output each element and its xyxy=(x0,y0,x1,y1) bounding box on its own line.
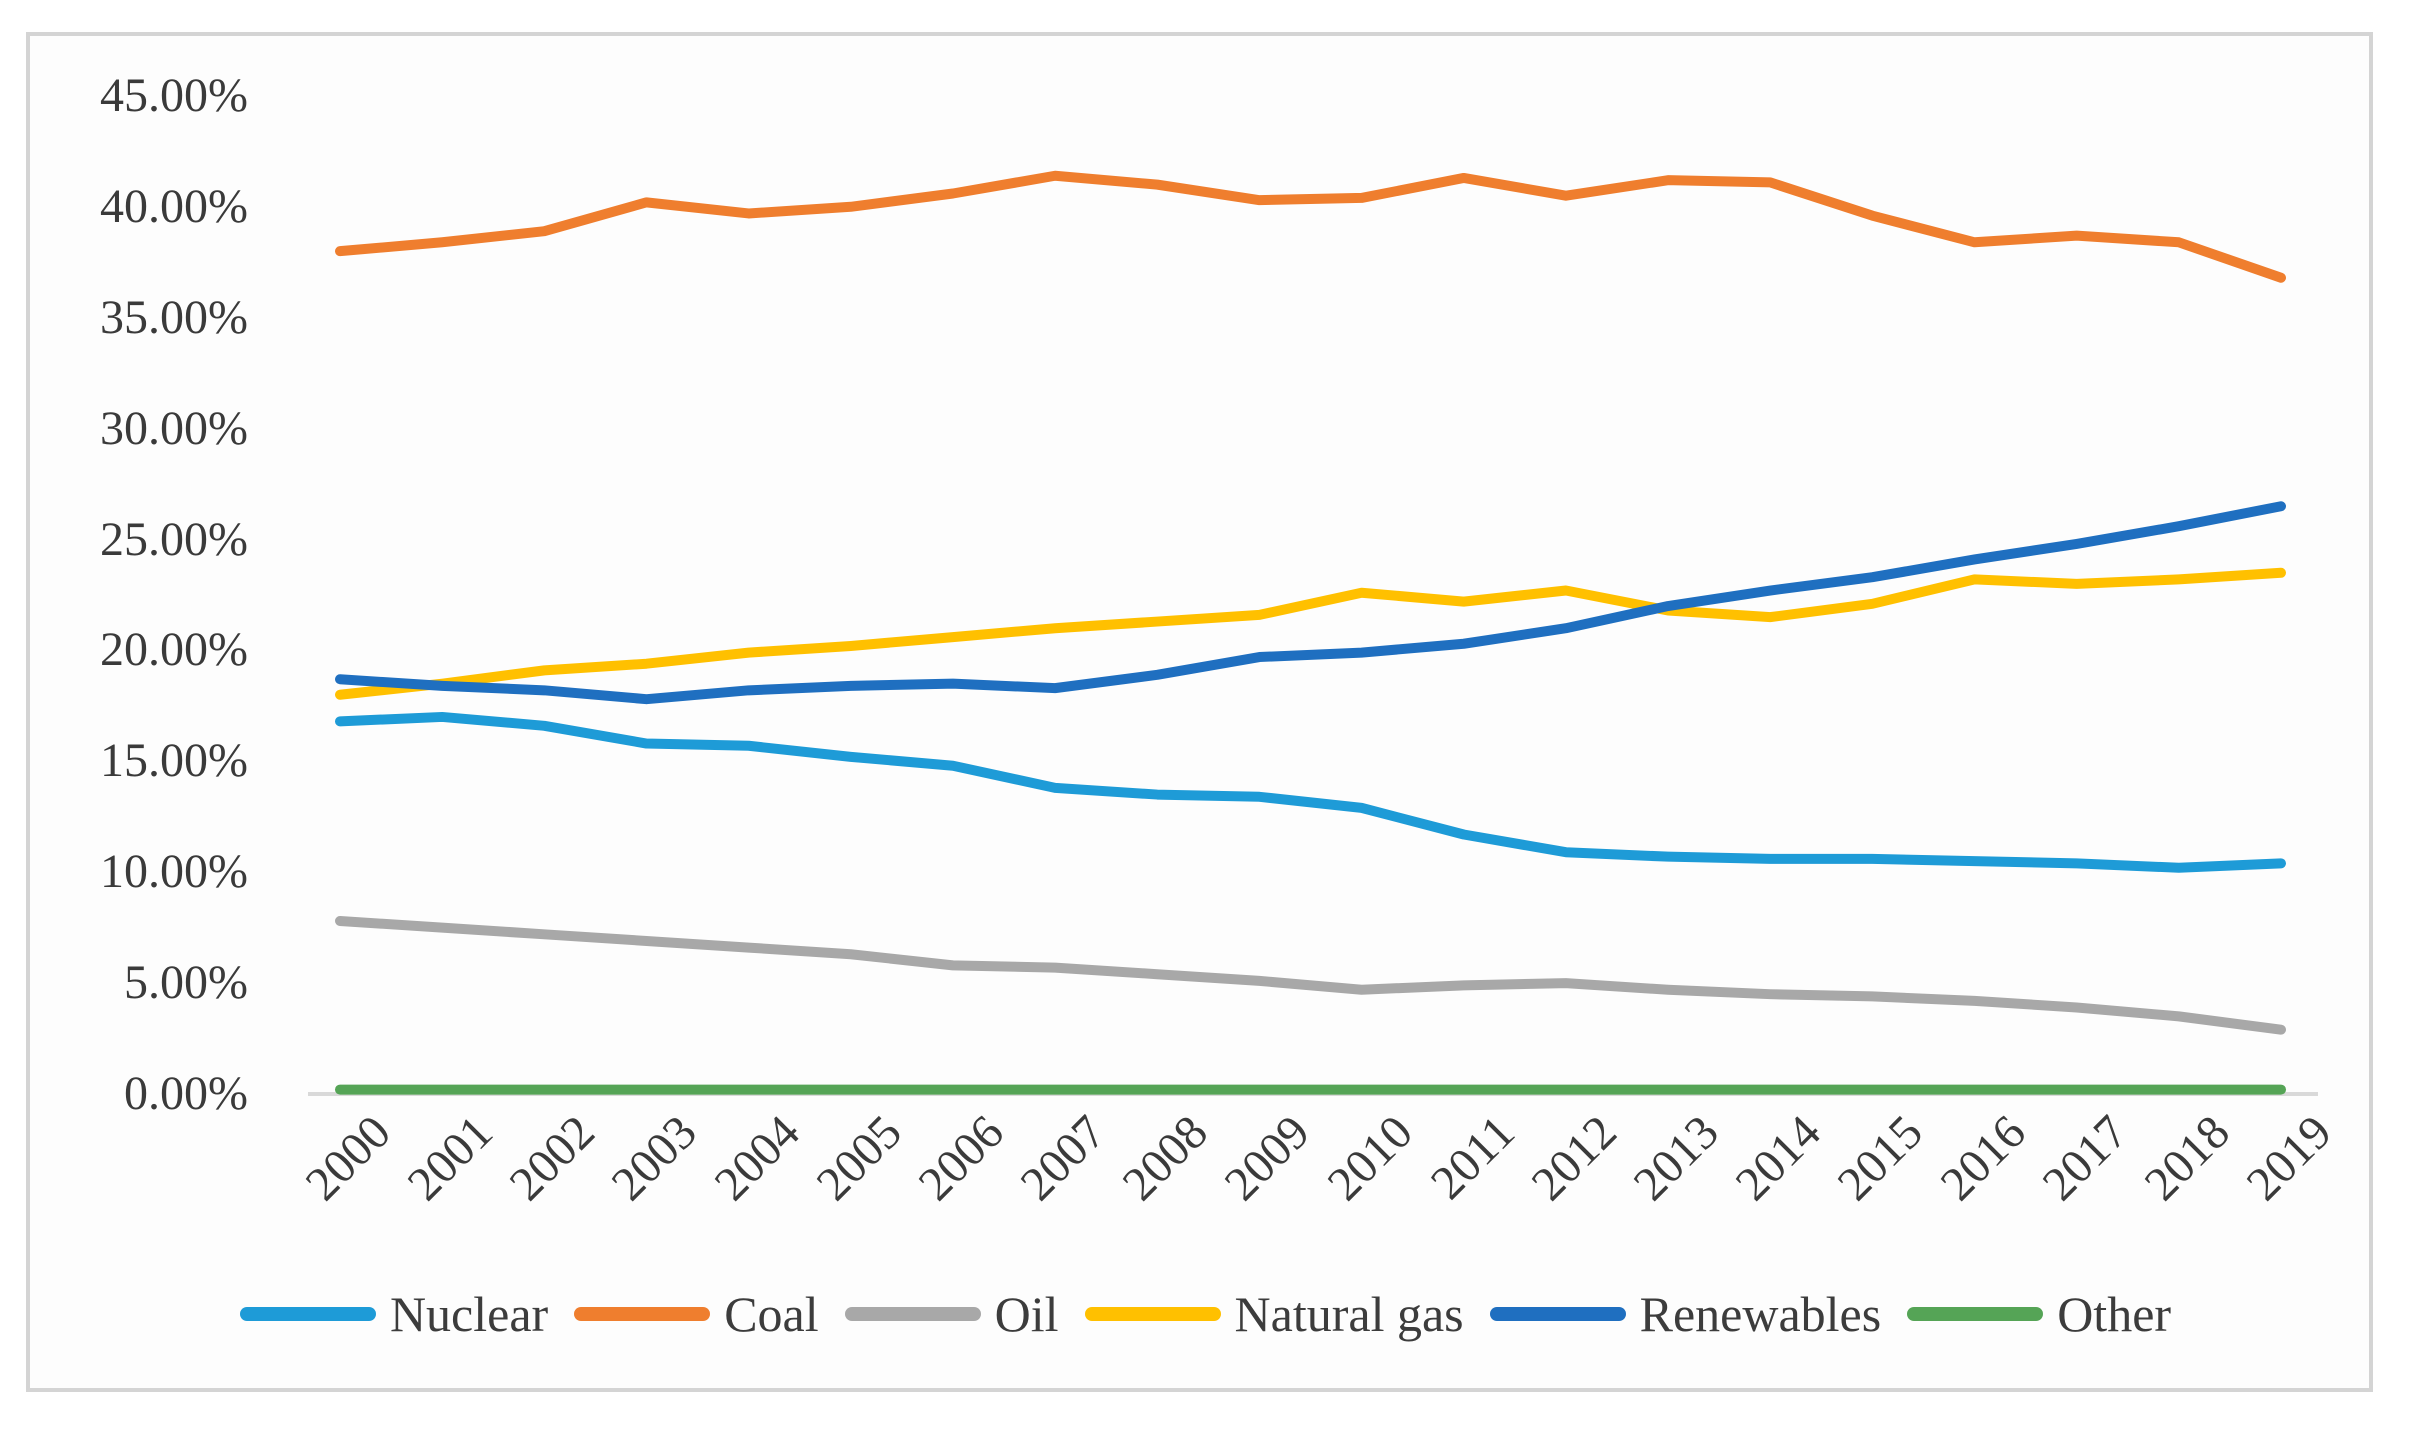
legend-swatch-renewables xyxy=(1489,1307,1626,1321)
series-line-nuclear xyxy=(335,711,2287,873)
legend-item-other: Other xyxy=(1907,1283,2171,1345)
legend-label: Oil xyxy=(994,1286,1059,1342)
y-tick-label: 25.00% xyxy=(100,512,248,566)
legend-swatch-nuclear xyxy=(239,1307,376,1321)
y-tick-label: 45.00% xyxy=(100,68,248,122)
legend-label: Nuclear xyxy=(389,1286,549,1342)
chart-frame xyxy=(26,32,2373,1392)
y-tick-label: 5.00% xyxy=(124,956,248,1010)
legend-swatch-natural-gas xyxy=(1084,1307,1221,1321)
legend-item-coal: Coal xyxy=(574,1283,819,1345)
legend-item-renewables: Renewables xyxy=(1489,1283,1882,1345)
series-line-oil xyxy=(335,915,2287,1035)
y-tick-label: 20.00% xyxy=(100,623,248,677)
legend-swatch-coal xyxy=(574,1307,711,1321)
legend-label: Natural gas xyxy=(1234,1286,1464,1342)
legend-label: Other xyxy=(2057,1286,2172,1342)
y-tick-label: 15.00% xyxy=(100,734,248,788)
y-tick-label: 10.00% xyxy=(100,845,248,899)
legend-item-oil: Oil xyxy=(844,1283,1059,1345)
legend-label: Renewables xyxy=(1639,1286,1882,1342)
y-tick-label: 30.00% xyxy=(100,401,248,455)
legend-item-nuclear: Nuclear xyxy=(239,1283,549,1345)
series-line-renewables xyxy=(335,501,2287,705)
legend-swatch-oil xyxy=(844,1307,981,1321)
legend-swatch-other xyxy=(1907,1307,2044,1321)
y-tick-label: 0.00% xyxy=(124,1067,248,1120)
legend-item-natural-gas: Natural gas xyxy=(1084,1283,1464,1345)
y-tick-label: 35.00% xyxy=(100,290,248,344)
series-line-coal xyxy=(335,170,2287,283)
series-line-natural-gas xyxy=(335,567,2287,700)
chart-legend: Nuclear Coal Oil Natural gas Renewables Other xyxy=(30,1283,2381,1345)
legend-label: Coal xyxy=(724,1286,819,1342)
y-tick-label: 40.00% xyxy=(100,179,248,233)
